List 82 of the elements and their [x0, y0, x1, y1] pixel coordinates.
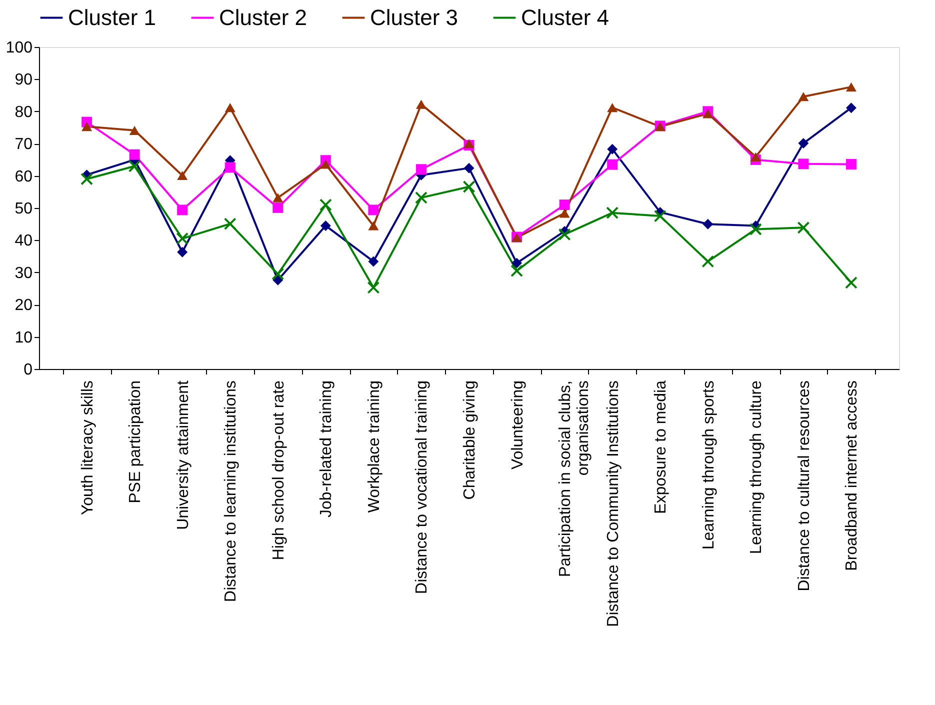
point	[798, 92, 809, 102]
point	[224, 218, 236, 230]
x-tick-label: Broadband internet access	[844, 380, 861, 571]
point	[319, 198, 332, 212]
point	[320, 220, 331, 231]
point	[702, 109, 714, 118]
point	[750, 152, 761, 162]
x-tick-label: Learning through sports	[700, 380, 718, 550]
x-tick-label: Distance to learning institutions	[222, 380, 240, 602]
x-tick-label: University attainment	[174, 380, 192, 530]
legend-label: Cluster 2	[219, 4, 308, 30]
point	[654, 210, 666, 222]
point	[558, 228, 571, 241]
point	[846, 158, 856, 170]
point	[416, 164, 426, 175]
point	[702, 218, 714, 230]
point	[559, 208, 570, 218]
point	[177, 246, 188, 258]
point	[129, 149, 140, 160]
legend-label: Cluster 4	[521, 4, 610, 30]
legend-label: Cluster 3	[370, 4, 458, 30]
point	[368, 204, 379, 216]
point	[224, 102, 236, 112]
point	[798, 138, 809, 149]
point	[464, 162, 474, 174]
x-tick-label: Job-related training	[318, 380, 336, 518]
point	[177, 204, 188, 216]
point	[128, 160, 141, 172]
y-tick-label: 0	[24, 362, 33, 378]
point	[846, 82, 856, 92]
x-tick-label: High school drop-out rate	[270, 380, 288, 560]
point	[80, 172, 94, 186]
point	[702, 255, 714, 268]
point	[129, 126, 140, 135]
point	[606, 206, 619, 220]
x-tick-label: Distance to vocational training	[414, 380, 431, 594]
point	[607, 144, 618, 154]
y-tick-label: 70	[14, 136, 33, 154]
point	[798, 158, 809, 170]
x-tick-label: Youth literacy skills	[79, 380, 96, 516]
y-tick-label: 10	[14, 329, 33, 346]
point	[224, 162, 236, 173]
point	[512, 258, 522, 268]
point	[367, 281, 380, 294]
point	[559, 200, 570, 210]
point	[368, 221, 379, 230]
point	[607, 159, 618, 170]
x-tick-label: Distance to cultural resources	[796, 380, 813, 592]
y-tick-label: 30	[14, 264, 33, 282]
point	[462, 180, 476, 193]
x-tick-label: Volunteering	[509, 380, 526, 470]
y-tick-label: 80	[14, 104, 33, 121]
point	[82, 122, 92, 132]
point	[846, 102, 856, 114]
x-tick-label: Charitable giving	[462, 380, 478, 500]
x-tick-label: Workplace training	[366, 380, 383, 513]
legend-label: Cluster 1	[68, 4, 156, 30]
x-tick-label: Exposure to media	[652, 380, 670, 514]
point	[177, 170, 188, 180]
x-tick-label: Learning through culture	[748, 380, 766, 554]
point	[749, 223, 762, 236]
y-tick-label: 40	[14, 232, 33, 250]
point	[176, 232, 189, 245]
y-tick-label: 60	[14, 168, 33, 186]
point	[320, 160, 331, 169]
y-tick-label: 90	[14, 72, 33, 89]
point	[510, 264, 524, 278]
point	[272, 193, 284, 202]
point	[368, 256, 379, 267]
point	[272, 268, 284, 280]
point	[797, 221, 810, 234]
point	[414, 191, 428, 204]
x-tick-label: Distance to Community Institutions	[604, 380, 622, 627]
y-tick-label: 100	[6, 40, 33, 56]
point	[272, 202, 284, 213]
y-tick-label: 50	[14, 200, 33, 218]
x-tick-label: Participation in social clubs, organisations	[557, 380, 592, 578]
point	[844, 276, 858, 289]
point	[416, 100, 426, 109]
point	[607, 102, 618, 112]
x-tick-label: PSE participation	[127, 380, 144, 504]
y-tick-label: 20	[14, 297, 33, 314]
